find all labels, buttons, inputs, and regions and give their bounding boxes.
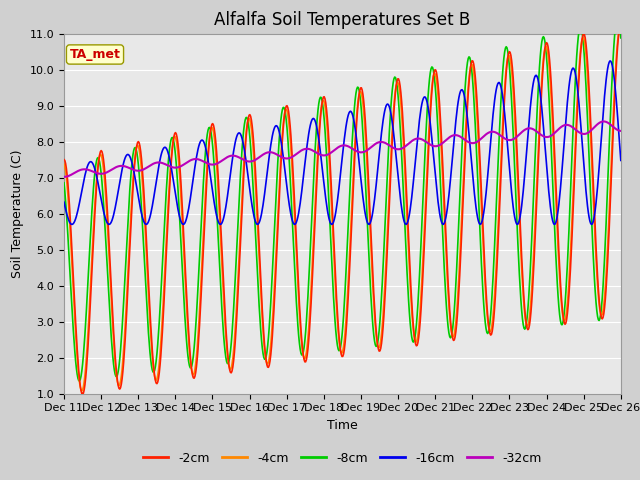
Title: Alfalfa Soil Temperatures Set B: Alfalfa Soil Temperatures Set B	[214, 11, 470, 29]
Text: TA_met: TA_met	[70, 48, 120, 61]
Legend: -2cm, -4cm, -8cm, -16cm, -32cm: -2cm, -4cm, -8cm, -16cm, -32cm	[138, 447, 547, 469]
X-axis label: Time: Time	[327, 419, 358, 432]
Y-axis label: Soil Temperature (C): Soil Temperature (C)	[11, 149, 24, 278]
